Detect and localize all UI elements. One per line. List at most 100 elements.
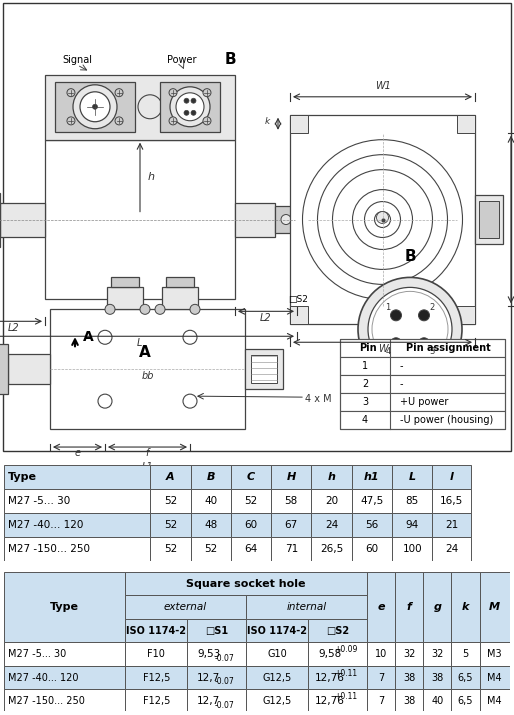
Bar (166, 277, 194, 287)
Text: k: k (265, 117, 270, 126)
Bar (457, 306, 475, 325)
Text: 3: 3 (362, 397, 368, 407)
Text: Type: Type (8, 472, 37, 482)
Text: Type: Type (50, 602, 79, 612)
Bar (4, 537, 150, 561)
Text: 9,53: 9,53 (197, 649, 221, 659)
Text: A: A (166, 472, 175, 482)
Text: 64: 64 (244, 544, 258, 554)
Text: -0.07: -0.07 (215, 677, 234, 686)
Text: L: L (137, 338, 142, 348)
Bar (352, 513, 392, 537)
Bar (340, 393, 505, 411)
Text: 60: 60 (365, 544, 378, 554)
Bar (392, 465, 432, 489)
Text: 9,58: 9,58 (318, 649, 341, 659)
Bar (245, 349, 283, 389)
Text: g: g (433, 602, 442, 612)
Bar (340, 340, 505, 429)
Bar (290, 114, 475, 325)
Bar (432, 537, 471, 561)
Bar (4, 572, 125, 642)
Text: B: B (224, 52, 236, 67)
Text: W: W (378, 344, 388, 354)
Circle shape (183, 394, 197, 408)
Circle shape (183, 330, 197, 344)
Text: 12,76: 12,76 (315, 673, 344, 683)
Bar (4, 642, 125, 666)
Circle shape (169, 89, 177, 97)
Text: 10: 10 (375, 649, 387, 659)
Text: 4: 4 (386, 347, 391, 356)
Bar (352, 537, 392, 561)
Text: L: L (409, 472, 416, 482)
Circle shape (184, 98, 189, 103)
Circle shape (358, 277, 462, 381)
Text: h1: h1 (364, 472, 380, 482)
Bar (308, 642, 367, 666)
Bar (0, 202, 45, 237)
Bar (235, 202, 275, 237)
Bar (45, 75, 235, 139)
Bar (160, 82, 220, 132)
Bar (4, 666, 125, 689)
Circle shape (190, 305, 200, 315)
Text: 85: 85 (406, 496, 419, 506)
Text: □S2: □S2 (288, 295, 308, 304)
Bar (340, 358, 505, 375)
Bar (271, 465, 311, 489)
Bar (246, 689, 308, 713)
Text: M27 -5... 30: M27 -5... 30 (8, 649, 66, 659)
Text: 5: 5 (463, 649, 469, 659)
Text: +0.09: +0.09 (334, 646, 357, 654)
Text: M27 -150... 250: M27 -150... 250 (8, 544, 90, 554)
Bar (231, 465, 271, 489)
Text: l: l (450, 472, 453, 482)
Bar (50, 310, 245, 429)
Bar (4, 513, 150, 537)
Circle shape (391, 310, 401, 321)
Text: 56: 56 (365, 520, 378, 530)
Text: G12,5: G12,5 (263, 696, 292, 706)
Bar (188, 619, 246, 642)
Text: +0.11: +0.11 (334, 692, 357, 701)
Circle shape (115, 117, 123, 125)
Circle shape (105, 305, 115, 315)
Text: +0.11: +0.11 (334, 669, 357, 678)
Bar (111, 277, 139, 287)
Bar (311, 465, 352, 489)
Bar (188, 666, 246, 689)
Text: M3: M3 (487, 649, 502, 659)
Text: 7: 7 (378, 696, 384, 706)
Bar (432, 513, 471, 537)
Bar (55, 82, 135, 132)
Bar (4, 689, 125, 713)
Text: 4 x M: 4 x M (305, 394, 332, 404)
Bar (395, 642, 423, 666)
Circle shape (138, 95, 162, 119)
Bar (451, 689, 480, 713)
Text: M27 -40... 120: M27 -40... 120 (8, 520, 83, 530)
Circle shape (184, 110, 189, 115)
Bar (340, 411, 505, 429)
Bar (191, 489, 231, 513)
Text: 16,5: 16,5 (440, 496, 463, 506)
Bar (191, 513, 231, 537)
Bar (432, 465, 471, 489)
Text: C: C (247, 472, 255, 482)
Circle shape (191, 110, 196, 115)
Text: 52: 52 (244, 496, 258, 506)
Circle shape (281, 214, 291, 225)
Bar (290, 114, 308, 133)
Bar (340, 340, 505, 358)
Text: A: A (83, 330, 94, 344)
Text: -U power (housing): -U power (housing) (400, 415, 493, 425)
Text: 24: 24 (445, 544, 458, 554)
Bar (107, 287, 143, 310)
Text: 20: 20 (325, 496, 338, 506)
Bar (395, 666, 423, 689)
Text: L2: L2 (8, 323, 20, 333)
Bar (451, 666, 480, 689)
Text: F12,5: F12,5 (142, 696, 170, 706)
Text: 12,7: 12,7 (197, 673, 221, 683)
